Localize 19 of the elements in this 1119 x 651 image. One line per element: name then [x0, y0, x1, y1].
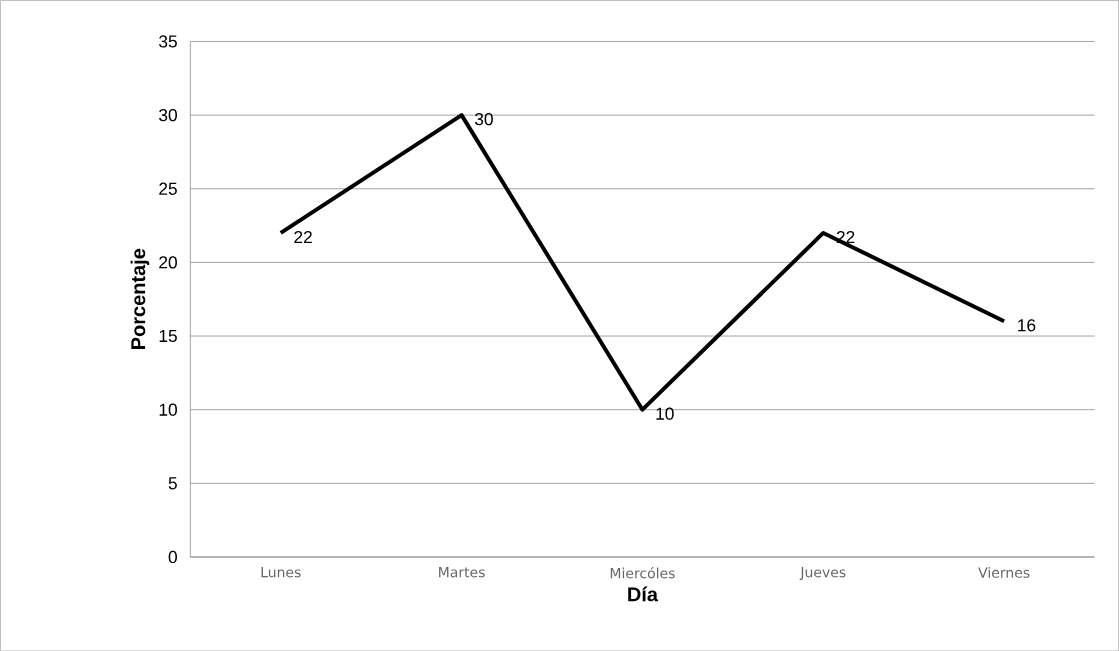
x-tick-label: Jueves [799, 566, 846, 580]
y-tick-label: 20 [159, 256, 177, 269]
y-tick-label: 5 [168, 477, 177, 490]
data-label: 16 [1018, 318, 1036, 332]
data-label: 22 [294, 230, 312, 243]
y-axis-title: Porcentaje [130, 248, 150, 349]
y-tick-label: 35 [159, 35, 177, 48]
x-tick-label: Viernes [978, 566, 1030, 578]
y-tick-label: 30 [159, 108, 177, 122]
data-label: 10 [656, 407, 674, 420]
x-tick-label: Martes [439, 566, 485, 578]
y-tick-label: 15 [159, 329, 177, 342]
y-tick-label: 10 [159, 403, 177, 416]
data-label: 30 [474, 112, 493, 126]
y-tick-label: 0 [168, 550, 177, 563]
x-axis-title: Día [628, 586, 659, 602]
x-tick-label: Miercóles [610, 566, 675, 579]
x-tick-label: Lunes [261, 566, 301, 578]
y-tick-label: 25 [159, 182, 177, 195]
